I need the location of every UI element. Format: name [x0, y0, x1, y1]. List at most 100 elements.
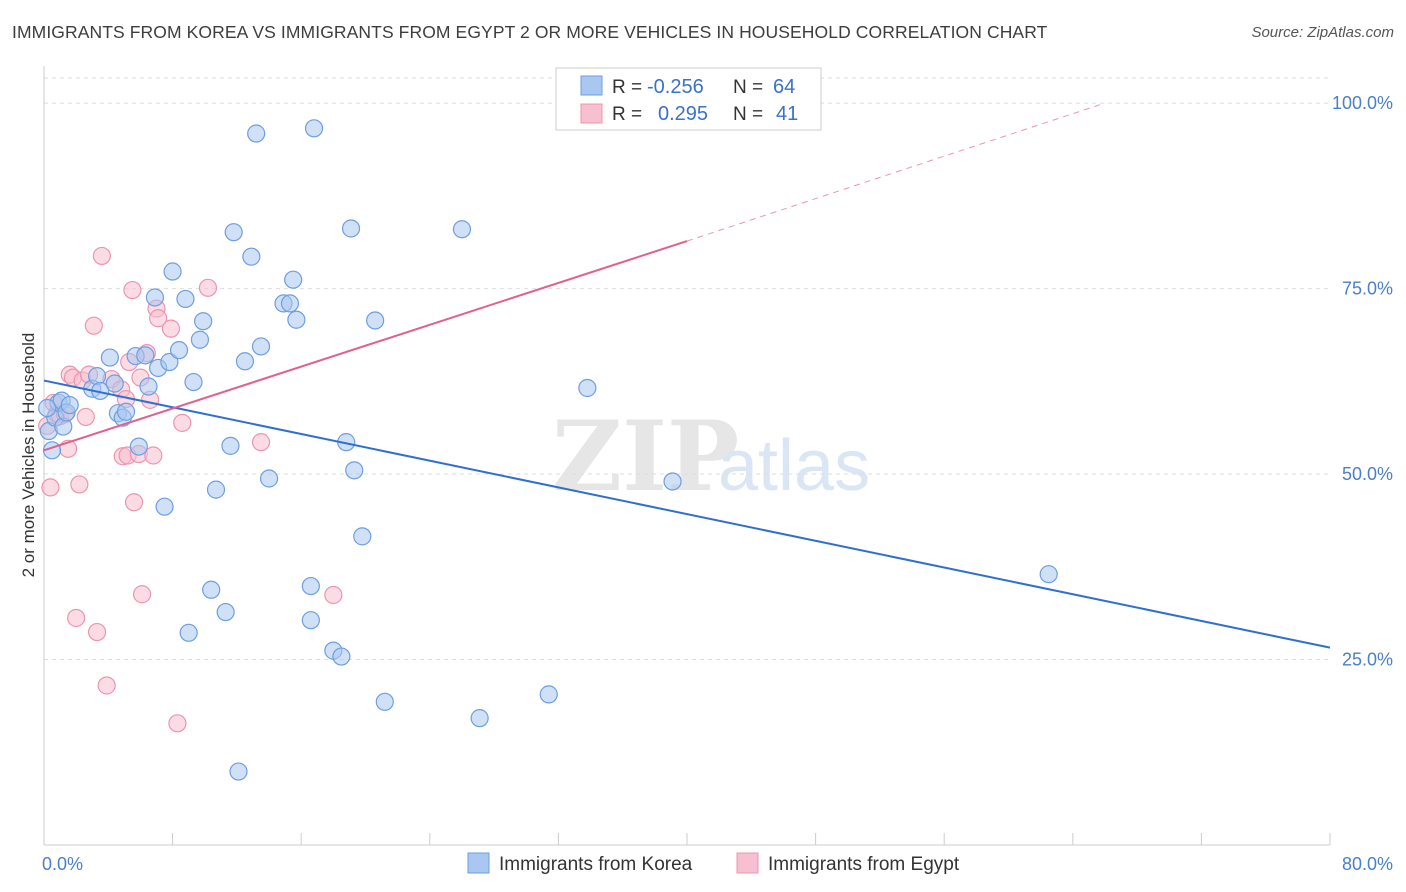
- korea-point: [578, 378, 597, 398]
- korea-point: [202, 580, 221, 599]
- watermark-atlas: atlas: [718, 426, 870, 506]
- egypt-point: [173, 413, 192, 432]
- y-tick-label: 100.0%: [1332, 93, 1393, 113]
- korea-point: [176, 289, 195, 309]
- korea-point: [194, 312, 213, 331]
- egypt-n-value: 41: [776, 103, 798, 125]
- egypt-point: [87, 622, 107, 642]
- source-label: Source: ZipAtlas.com: [1251, 24, 1394, 41]
- korea-r-label: R =: [612, 77, 642, 98]
- korea-point: [366, 311, 385, 330]
- korea-n-value: 64: [773, 76, 795, 98]
- korea-point: [470, 709, 489, 728]
- korea-trend-line: [43, 379, 1331, 649]
- egypt-point: [97, 676, 116, 695]
- korea-legend-swatch: [580, 75, 603, 96]
- korea-point: [251, 337, 271, 356]
- egypt-point: [70, 475, 89, 494]
- korea-point: [87, 367, 107, 386]
- korea-point: [452, 220, 472, 239]
- egypt-trend-line: [43, 240, 688, 452]
- egypt-point: [132, 585, 152, 604]
- korea-point: [129, 437, 148, 456]
- korea-point: [160, 352, 179, 372]
- egypt-point: [161, 319, 181, 338]
- egypt-r-value: 0.295: [658, 103, 708, 125]
- korea-point: [235, 352, 255, 371]
- x-tick-label: 80.0%: [1342, 854, 1393, 874]
- correlation-legend: R = -0.256 N = 64 R = 0.295 N = 41: [555, 67, 822, 131]
- series-legend: Immigrants from Korea Immigrants from Eg…: [467, 852, 960, 875]
- egypt-point: [84, 316, 103, 335]
- korea-point: [341, 219, 361, 238]
- chart-title: IMMIGRANTS FROM KOREA VS IMMIGRANTS FROM…: [12, 22, 1048, 42]
- x-tick-label: 0.0%: [42, 854, 83, 874]
- korea-point: [353, 527, 372, 546]
- korea-point: [60, 395, 79, 415]
- egypt-point: [92, 246, 111, 266]
- korea-point: [206, 480, 226, 499]
- korea-point: [304, 119, 324, 138]
- egypt-series-label: Immigrants from Egypt: [768, 854, 960, 875]
- korea-point: [301, 611, 320, 630]
- egypt-point: [144, 446, 163, 465]
- gridlines: [44, 77, 1330, 661]
- korea-point: [539, 685, 558, 704]
- y-tick-label: 25.0%: [1342, 650, 1393, 670]
- egypt-point: [76, 407, 95, 427]
- korea-point: [287, 310, 306, 329]
- egypt-point: [251, 433, 271, 452]
- korea-point: [105, 374, 124, 393]
- korea-point: [184, 372, 203, 392]
- korea-point: [280, 294, 300, 313]
- watermark-zip: ZIP: [552, 400, 739, 513]
- egypt-point: [324, 585, 343, 605]
- korea-point: [145, 288, 165, 307]
- trend-lines: [43, 102, 1331, 649]
- korea-series-swatch: [467, 852, 490, 874]
- axes: [43, 66, 1331, 846]
- egypt-n-label: N =: [733, 104, 763, 125]
- korea-point: [38, 398, 57, 418]
- y-tick-label: 50.0%: [1342, 464, 1393, 484]
- korea-point: [284, 270, 303, 289]
- korea-point: [190, 330, 210, 349]
- korea-point: [139, 377, 158, 396]
- egypt-point: [123, 280, 142, 300]
- egypt-r-label: R =: [612, 104, 642, 125]
- korea-point: [116, 402, 136, 421]
- korea-point: [332, 647, 351, 666]
- egypt-legend-swatch: [580, 103, 603, 124]
- egypt-point: [67, 608, 86, 628]
- egypt-point: [198, 278, 218, 297]
- korea-point: [247, 124, 266, 143]
- egypt-point: [149, 309, 168, 328]
- korea-point: [136, 346, 155, 365]
- korea-point: [345, 461, 364, 480]
- tick-labels: 25.0% 50.0% 75.0% 100.0% 0.0% 80.0%: [42, 93, 1393, 874]
- korea-point: [100, 348, 120, 367]
- korea-point: [301, 576, 320, 596]
- korea-point: [375, 692, 394, 711]
- korea-point: [163, 262, 182, 281]
- korea-point: [242, 247, 261, 266]
- korea-point: [663, 472, 682, 491]
- egypt-point: [41, 478, 60, 497]
- y-axis-label: 2 or more Vehicles in Household: [19, 333, 38, 578]
- korea-series: [38, 119, 1058, 781]
- korea-series-label: Immigrants from Korea: [499, 854, 693, 875]
- korea-point: [224, 223, 243, 242]
- korea-point: [221, 436, 240, 455]
- egypt-point: [124, 493, 144, 512]
- y-tick-label: 75.0%: [1342, 279, 1393, 299]
- korea-point: [259, 469, 279, 488]
- korea-point: [216, 602, 235, 622]
- korea-point: [229, 762, 248, 781]
- egypt-point: [168, 714, 187, 733]
- korea-point: [179, 623, 198, 642]
- egypt-series-swatch: [736, 852, 759, 874]
- korea-point: [1039, 565, 1058, 584]
- korea-r-value: -0.256: [647, 76, 704, 98]
- korea-point: [169, 341, 189, 360]
